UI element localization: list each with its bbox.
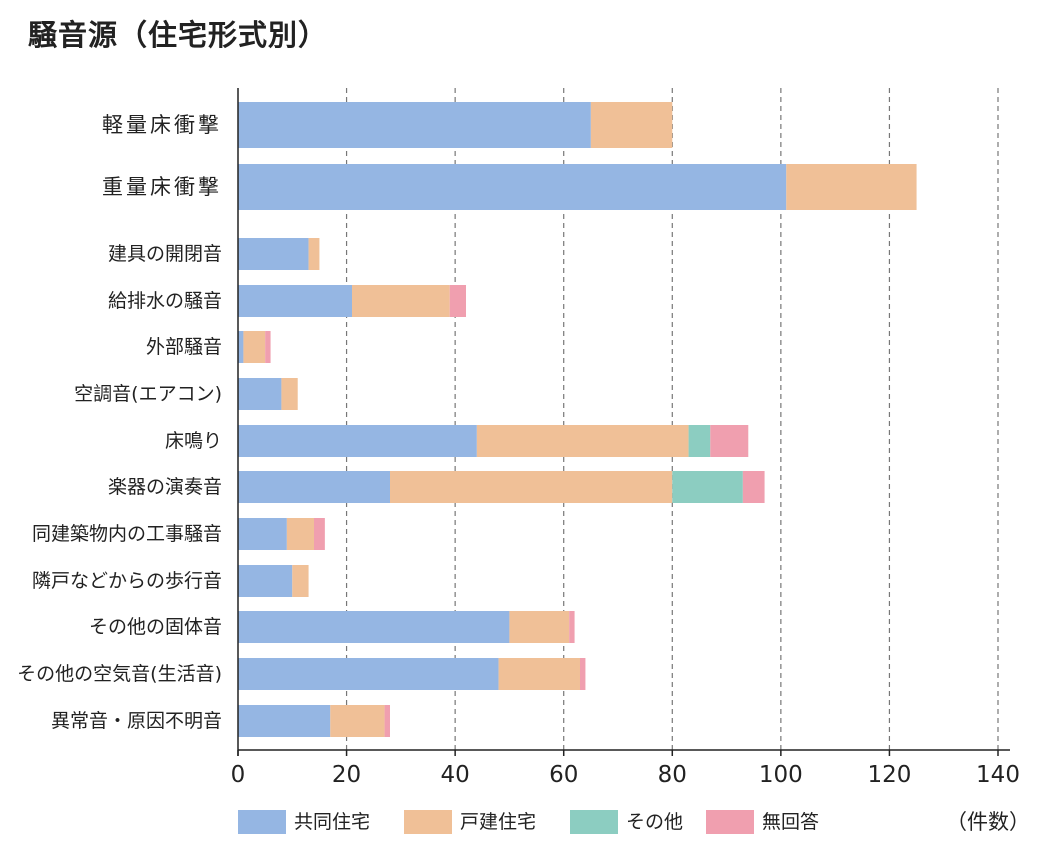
bar-segment-8-0 xyxy=(238,518,287,550)
bar-segment-6-2 xyxy=(688,425,711,457)
bar-segment-11-1 xyxy=(498,658,580,690)
bar-segment-10-0 xyxy=(238,611,510,643)
legend-swatch-0 xyxy=(238,810,286,834)
bar-segment-6-0 xyxy=(238,425,477,457)
x-tick-label-80: 80 xyxy=(658,762,687,788)
x-tick-labels: 0 20 40 60 80 100 120 140 xyxy=(231,762,1020,788)
bar-segment-9-1 xyxy=(292,565,309,597)
bar-segment-10-3 xyxy=(569,611,575,643)
bar-segment-8-3 xyxy=(314,518,325,550)
x-tick-label-20: 20 xyxy=(332,762,361,788)
bar-segment-3-1 xyxy=(352,285,450,317)
category-label-12: 異常音・原因不明音 xyxy=(51,710,222,732)
x-axis-unit-label: （件数） xyxy=(946,810,1030,834)
legend-swatch-3 xyxy=(706,810,754,834)
category-label-10: その他の固体音 xyxy=(89,616,222,638)
bar-segment-7-0 xyxy=(238,471,390,503)
category-label-9: 隣戸などからの歩行音 xyxy=(32,570,222,592)
bar-segment-1-0 xyxy=(238,164,787,210)
bar-segment-4-3 xyxy=(265,331,271,363)
bar-segment-7-3 xyxy=(742,471,765,503)
bar-segment-0-1 xyxy=(590,102,673,148)
legend-label-0: 共同住宅 xyxy=(294,811,370,833)
bar-segment-8-1 xyxy=(286,518,314,550)
legend: 共同住宅 戸建住宅 その他 無回答 （件数） xyxy=(238,810,1030,834)
bar-segment-0-0 xyxy=(238,102,591,148)
bar-segment-12-0 xyxy=(238,705,331,737)
legend-label-3: 無回答 xyxy=(762,811,819,833)
bar-segment-12-1 xyxy=(330,705,385,737)
category-label-7: 楽器の演奏音 xyxy=(108,476,222,498)
bar-segment-3-0 xyxy=(238,285,352,317)
bar-segment-12-3 xyxy=(384,705,390,737)
bar-segment-6-3 xyxy=(710,425,749,457)
bar-segment-5-0 xyxy=(238,378,282,410)
legend-swatch-2 xyxy=(570,810,618,834)
bar-segment-11-3 xyxy=(580,658,586,690)
category-label-4: 外部騒音 xyxy=(146,336,222,358)
bar-segment-2-1 xyxy=(308,238,320,270)
category-label-1: 重量床衝撃 xyxy=(102,175,222,199)
x-tick-label-140: 140 xyxy=(976,762,1020,788)
chart-title: 騒音源（住宅形式別） xyxy=(28,18,329,52)
legend-label-2: その他 xyxy=(626,811,683,833)
legend-label-1: 戸建住宅 xyxy=(460,811,536,833)
bar-segment-1-1 xyxy=(786,164,917,210)
bar-segment-7-2 xyxy=(672,471,743,503)
bar-segment-6-1 xyxy=(476,425,689,457)
bar-segment-7-1 xyxy=(390,471,673,503)
category-label-2: 建具の開閉音 xyxy=(108,243,222,265)
x-tick-label-40: 40 xyxy=(441,762,470,788)
bar-segment-9-0 xyxy=(238,565,293,597)
bars xyxy=(238,102,917,737)
category-label-8: 同建築物内の工事騒音 xyxy=(32,523,222,545)
bar-segment-5-1 xyxy=(281,378,298,410)
legend-swatch-1 xyxy=(404,810,452,834)
bar-segment-4-0 xyxy=(238,331,244,363)
x-tick-label-120: 120 xyxy=(867,762,911,788)
category-label-11: その他の空気音(生活音) xyxy=(17,663,222,685)
bar-segment-4-1 xyxy=(243,331,266,363)
category-label-6: 床鳴り xyxy=(165,430,222,452)
x-tick-label-60: 60 xyxy=(549,762,578,788)
category-label-3: 給排水の騒音 xyxy=(108,290,222,312)
bar-segment-2-0 xyxy=(238,238,309,270)
bar-segment-3-3 xyxy=(449,285,466,317)
x-tick-label-100: 100 xyxy=(759,762,803,788)
x-tick-label-0: 0 xyxy=(231,762,246,788)
bar-segment-11-0 xyxy=(238,658,499,690)
axes xyxy=(237,88,1010,756)
category-label-0: 軽量床衝撃 xyxy=(102,113,222,137)
category-label-5: 空調音(エアコン) xyxy=(74,383,222,405)
bar-segment-10-1 xyxy=(509,611,570,643)
